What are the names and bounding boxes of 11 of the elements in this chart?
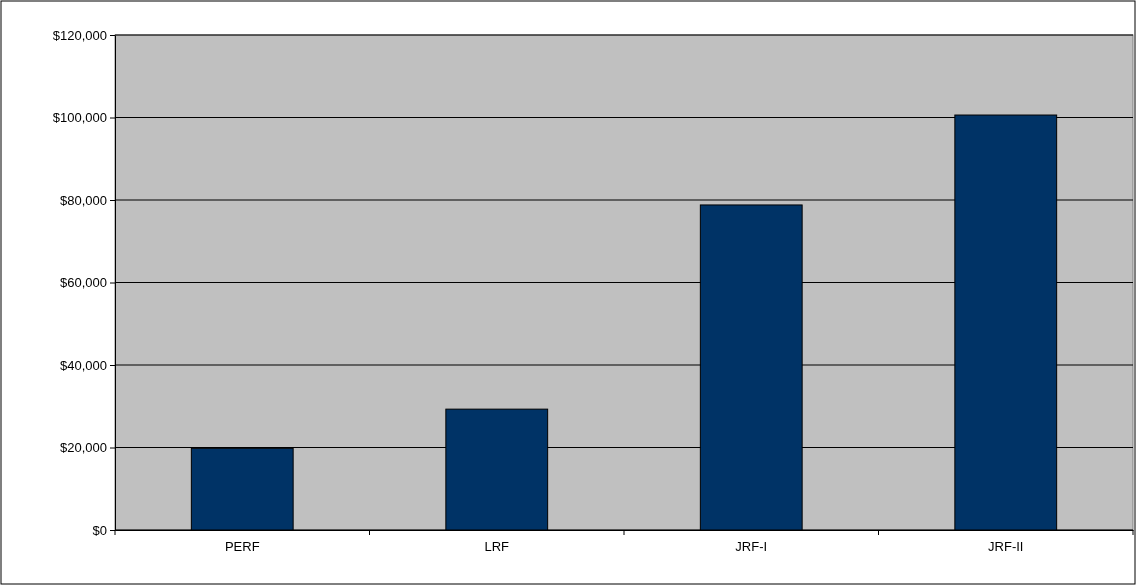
- x-tick-label: JRF-I: [735, 539, 768, 555]
- y-tick-label: $80,000: [60, 192, 107, 208]
- y-tick-label: $120,000: [52, 27, 107, 43]
- x-tick-label: PERF: [224, 539, 260, 555]
- x-tick-label: JRF-II: [988, 539, 1024, 555]
- y-tick-label: $100,000: [52, 110, 107, 126]
- y-tick-label: $20,000: [60, 440, 107, 456]
- y-tick-label: $0: [92, 522, 107, 538]
- y-tick-label: $60,000: [60, 275, 107, 291]
- x-tick-label: LRF: [484, 539, 510, 555]
- y-tick-label: $40,000: [60, 357, 107, 373]
